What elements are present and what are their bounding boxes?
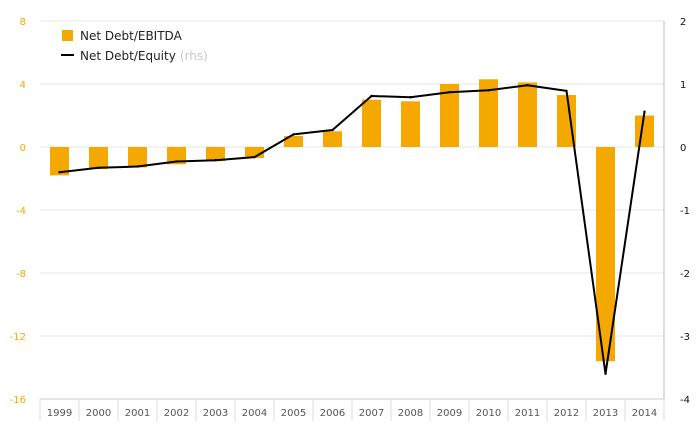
y-left-tick-label: 8 (20, 17, 26, 28)
bar-net-debt-ebitda (167, 147, 186, 165)
x-tick-label: 2010 (476, 408, 501, 419)
y-left-tick-label: -16 (10, 395, 26, 406)
x-tick-label: 2005 (281, 408, 306, 419)
bar-net-debt-ebitda (362, 99, 381, 147)
bar-net-debt-ebitda (440, 84, 459, 147)
y-right-tick-label: -3 (680, 332, 690, 343)
bar-net-debt-ebitda (635, 115, 654, 147)
gridlines (40, 20, 664, 400)
line-net-debt-equity (59, 84, 646, 375)
x-tick-label: 2001 (125, 408, 150, 419)
point-net-debt-equity (487, 89, 490, 92)
bar-net-debt-ebitda (518, 82, 537, 147)
x-tick-label: 2003 (203, 408, 228, 419)
legend-swatch-bar (62, 30, 73, 41)
point-net-debt-equity (526, 84, 529, 87)
point-net-debt-equity (292, 133, 295, 136)
bar-net-debt-ebitda (128, 147, 147, 168)
x-tick-label: 2004 (242, 408, 267, 419)
y-left-tick-label: -8 (16, 269, 26, 280)
bar-net-debt-ebitda (557, 95, 576, 147)
legend-label-line: Net Debt/Equity (rhs) (80, 49, 208, 63)
bar-net-debt-ebitda (206, 147, 225, 162)
y-right-tick-label: 1 (680, 80, 686, 91)
point-net-debt-equity (331, 128, 334, 132)
point-net-debt-equity (214, 159, 217, 162)
y-left-tick-label: 4 (20, 80, 26, 91)
bar-net-debt-ebitda (596, 147, 615, 362)
point-net-debt-equity (97, 166, 100, 169)
point-net-debt-equity (253, 155, 256, 159)
line-series (58, 84, 646, 375)
point-net-debt-equity (643, 110, 646, 113)
axes: 8 4 0 -4 -8 -12 -16 2 1 0 -1 -2 -3 -4 1999 2000 2001 2002… (10, 17, 690, 421)
x-tick-label: 2013 (593, 408, 618, 419)
bar-net-debt-ebitda (479, 79, 498, 147)
x-tick-label: 2012 (554, 408, 579, 419)
point-net-debt-equity (136, 165, 139, 168)
bar-net-debt-ebitda (245, 147, 264, 159)
bar-net-debt-ebitda (401, 101, 420, 147)
x-tick-label: 2009 (437, 408, 462, 419)
x-tick-label: 2002 (164, 408, 189, 419)
point-net-debt-equity (448, 90, 451, 94)
y-right-tick-label: 2 (680, 17, 686, 28)
y-left-tick-label: -4 (16, 206, 26, 217)
x-tick-label: 2000 (86, 408, 111, 419)
point-net-debt-equity (58, 171, 61, 174)
legend: Net Debt/EBITDA Net Debt/Equity (rhs) (61, 29, 208, 63)
x-tick-label: 2008 (398, 408, 423, 419)
point-net-debt-equity (604, 372, 607, 375)
x-tick-label: 1999 (47, 408, 72, 419)
point-net-debt-equity (175, 160, 178, 163)
legend-line-suffix: (rhs) (180, 49, 208, 63)
x-tick-label: 2007 (359, 408, 384, 419)
y-right-tick-label: -1 (680, 206, 690, 217)
x-tick-label: 2011 (515, 408, 540, 419)
x-tick-label: 2006 (320, 408, 345, 419)
legend-line-name: Net Debt/Equity (80, 49, 176, 63)
y-right-tick-label: -4 (680, 395, 690, 406)
point-net-debt-equity (370, 94, 373, 98)
bar-net-debt-ebitda (89, 147, 108, 170)
y-left-tick-label: -12 (10, 332, 26, 343)
point-net-debt-equity (409, 96, 412, 99)
y-right-tick-label: 0 (680, 143, 686, 154)
bar-net-debt-ebitda (323, 131, 342, 147)
bar-net-debt-ebitda (50, 147, 69, 176)
bar-net-debt-ebitda (284, 135, 303, 147)
x-tick-label: 2014 (632, 408, 657, 419)
y-right-tick-label: -2 (680, 269, 690, 280)
legend-label-bar: Net Debt/EBITDA (80, 29, 183, 43)
bar-series (50, 79, 654, 362)
point-net-debt-equity (565, 89, 568, 93)
y-left-tick-label: 0 (20, 143, 26, 154)
